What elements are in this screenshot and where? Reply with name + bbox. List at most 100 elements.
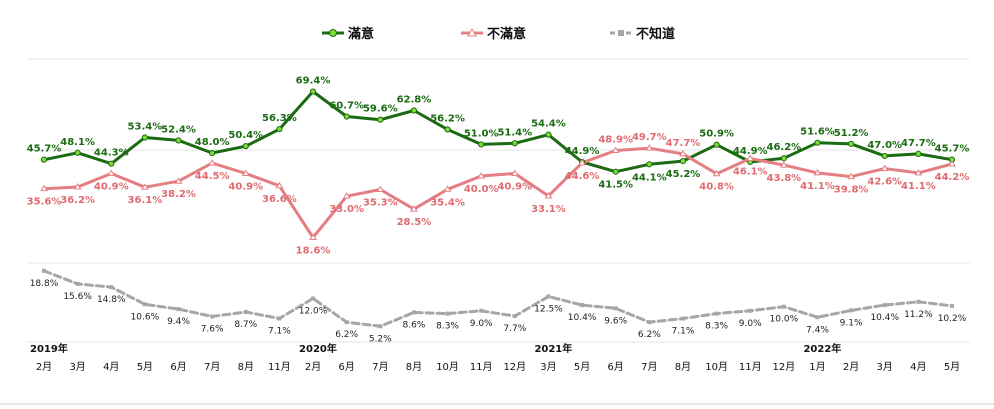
data-point: [849, 308, 854, 313]
data-point: [814, 139, 821, 146]
data-point: [107, 169, 116, 176]
data-point: [343, 113, 350, 120]
data-point: [377, 116, 384, 123]
legend-label: 不滿意: [487, 26, 526, 42]
data-point: [342, 192, 351, 199]
data-label: 8.3%: [705, 322, 728, 332]
x-tick-label: 8月: [406, 361, 422, 373]
data-label: 33.1%: [531, 204, 566, 215]
data-label: 40.9%: [228, 181, 263, 192]
data-label: 40.8%: [699, 182, 734, 193]
data-point: [544, 191, 553, 199]
data-point: [243, 310, 248, 315]
x-tick-label: 8月: [675, 361, 691, 373]
data-point: [848, 140, 855, 147]
data-point: [210, 314, 215, 319]
data-label: 9.6%: [604, 316, 627, 326]
data-label: 44.1%: [632, 172, 667, 183]
x-tick-label: 2月: [843, 361, 859, 373]
data-label: 48.9%: [598, 134, 633, 145]
data-point: [613, 306, 618, 311]
data-label: 15.6%: [63, 292, 92, 302]
year-label: 2022年: [803, 342, 841, 355]
data-label: 7.6%: [201, 324, 224, 334]
data-point: [141, 183, 149, 190]
x-tick-label: 12月: [772, 361, 795, 373]
data-point: [510, 169, 519, 176]
x-tick-label: 11月: [470, 361, 493, 373]
data-point: [276, 126, 283, 133]
data-label: 18.8%: [30, 279, 59, 289]
data-label: 33.0%: [329, 204, 364, 215]
data-label: 51.0%: [464, 128, 499, 139]
legend-label: 不知道: [636, 26, 675, 42]
x-tick-label: 11月: [268, 361, 291, 373]
data-label: 56.3%: [262, 113, 297, 124]
data-label: 62.8%: [397, 95, 432, 106]
data-point: [511, 140, 518, 147]
series-lines: [42, 90, 954, 328]
data-label: 50.9%: [699, 129, 734, 140]
data-point: [242, 143, 249, 150]
data-point: [174, 177, 183, 184]
series-line: [42, 146, 954, 239]
data-point: [208, 159, 217, 166]
data-label: 10.2%: [938, 314, 967, 324]
data-point: [175, 137, 182, 144]
data-label: 41.1%: [800, 181, 835, 192]
data-point: [950, 303, 954, 308]
x-tick-label: 6月: [608, 361, 624, 373]
data-label: 45.7%: [935, 144, 970, 155]
data-label: 47.7%: [901, 138, 936, 149]
x-tick-label: 3月: [877, 361, 893, 373]
data-point: [645, 144, 654, 151]
data-label: 8.3%: [436, 322, 459, 332]
data-point: [647, 320, 652, 325]
data-point: [679, 157, 687, 165]
data-point: [546, 294, 551, 299]
data-label: 9.1%: [840, 318, 863, 328]
data-point: [73, 182, 82, 190]
data-label: 41.5%: [598, 180, 633, 191]
x-tick-label: 6月: [170, 361, 186, 373]
data-label: 14.8%: [97, 295, 126, 305]
data-label: 10.4%: [568, 313, 597, 323]
data-label: 44.9%: [733, 146, 768, 157]
year-label: 2021年: [534, 342, 572, 355]
data-point: [815, 315, 820, 320]
data-label: 10.0%: [770, 315, 799, 325]
data-label: 45.2%: [666, 169, 701, 180]
data-label: 44.3%: [94, 148, 129, 159]
data-point: [478, 141, 485, 148]
data-label: 42.6%: [867, 177, 902, 188]
data-label: 36.6%: [262, 194, 297, 205]
data-label: 60.7%: [329, 101, 364, 112]
x-tick-label: 7月: [372, 361, 388, 373]
data-label: 52.4%: [161, 124, 196, 135]
data-point: [477, 172, 486, 179]
x-axis: 2月 3月 4月 5月 6月 7月 8月 11月 2月 6月 7月 8月 10月 11月 12月 3月 5月 6月…: [30, 342, 960, 373]
data-label: 49.7%: [632, 132, 667, 143]
x-tick-label: 11月: [739, 361, 762, 373]
data-point: [914, 168, 923, 176]
legend-label: 滿意: [348, 26, 374, 42]
data-point: [746, 154, 755, 162]
data-label: 7.1%: [672, 327, 695, 337]
x-tick-label: 4月: [103, 361, 119, 373]
x-tick-label: 3月: [69, 361, 85, 373]
data-point: [176, 307, 181, 312]
data-point: [847, 172, 855, 180]
data-point: [680, 316, 685, 321]
data-label: 9.0%: [470, 319, 493, 329]
data-point: [40, 156, 48, 163]
data-label: 35.3%: [363, 198, 398, 209]
data-point: [915, 150, 922, 158]
data-point: [444, 126, 451, 133]
legend-swatch-marker: [329, 29, 337, 37]
data-label: 11.2%: [904, 310, 933, 320]
data-label: 44.5%: [195, 171, 230, 182]
data-label: 46.1%: [733, 167, 768, 178]
year-label: 2019年: [30, 342, 68, 355]
